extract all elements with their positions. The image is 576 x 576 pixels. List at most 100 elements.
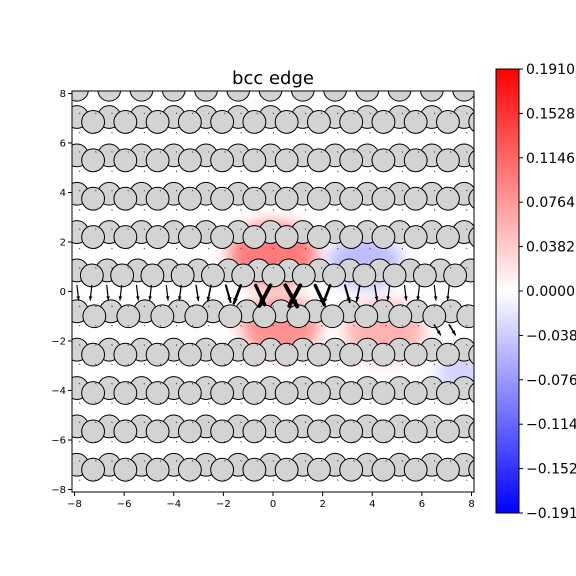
- atom: [145, 225, 170, 249]
- vector-dot: [240, 112, 242, 115]
- vector-dot: [208, 344, 210, 346]
- atom: [140, 263, 165, 288]
- vector-dot: [272, 324, 274, 327]
- vector-dot: [353, 131, 355, 134]
- vector-dot: [369, 170, 371, 173]
- vector-dot: [450, 189, 452, 192]
- vector-dot: [159, 151, 162, 153]
- vector-dot: [401, 440, 403, 443]
- vector-dot: [256, 228, 258, 231]
- atom: [307, 186, 331, 211]
- vector-dot: [417, 112, 420, 115]
- vector-dot: [417, 170, 420, 173]
- vector-dot: [288, 324, 291, 327]
- vector-dot: [288, 131, 291, 134]
- vector-dot: [321, 305, 323, 308]
- vector-dot: [143, 305, 145, 308]
- vector-dot: [385, 305, 387, 308]
- vector-dot: [304, 382, 307, 385]
- atom: [274, 381, 299, 405]
- vector-dot: [208, 112, 210, 115]
- vector-dot: [111, 112, 113, 115]
- vector-dot: [95, 189, 97, 192]
- vector-dot: [401, 247, 403, 250]
- vector-dot: [385, 363, 387, 366]
- atom: [443, 263, 468, 288]
- atom: [436, 110, 460, 134]
- vector-dot: [337, 382, 339, 385]
- vector-dot: [417, 131, 420, 134]
- atom: [81, 419, 105, 444]
- vector-dot: [127, 324, 129, 327]
- vector-dot: [417, 151, 420, 153]
- vector-dot: [191, 228, 194, 231]
- atom: [382, 263, 407, 288]
- colorbar-tick-label: 0.1910: [526, 62, 575, 78]
- vector-dot: [256, 421, 258, 424]
- vector-dot: [95, 170, 97, 173]
- vector-dot: [466, 421, 468, 424]
- vector-dot: [417, 247, 420, 250]
- vector-dot: [95, 324, 97, 327]
- vector-dot: [240, 402, 242, 404]
- atom: [113, 419, 138, 444]
- atom: [403, 186, 428, 211]
- atom: [468, 421, 474, 442]
- vector-dot: [208, 324, 210, 327]
- vector-dot: [143, 247, 145, 250]
- vector-dot: [353, 151, 355, 153]
- vector-dot: [369, 112, 371, 115]
- x-axis: −8 −6 −4 −2 0 2 4 6 8: [67, 492, 475, 510]
- displacement-arrow: [287, 283, 303, 308]
- vector-dot: [79, 479, 81, 482]
- atom: [201, 263, 225, 288]
- vector-dot: [95, 305, 97, 308]
- atom: [97, 91, 122, 102]
- colorbar: [495, 68, 520, 514]
- x-tick-label: −6: [117, 499, 132, 510]
- atom: [177, 342, 202, 367]
- vector-dot: [369, 189, 371, 192]
- y-tick-label: −2: [51, 337, 66, 348]
- colorbar-tick-label: 0.0764: [526, 195, 575, 211]
- vector-dot: [240, 382, 242, 385]
- vector-dot: [79, 344, 81, 346]
- atom: [210, 381, 235, 405]
- vector-dot: [321, 170, 323, 173]
- vector-dot: [433, 402, 436, 404]
- vector-dot: [111, 460, 113, 462]
- vector-dot: [450, 247, 452, 250]
- vector-dot: [353, 170, 355, 173]
- displacement-arrow: [195, 284, 200, 302]
- vector-dot: [466, 440, 468, 443]
- vector-dot: [159, 228, 162, 231]
- vector-dot: [385, 131, 387, 134]
- vector-dot: [433, 363, 436, 366]
- y-axis: −8 −6 −4 −2 0 2 4 6 8: [51, 89, 72, 496]
- vector-dot: [127, 189, 129, 192]
- vector-dot: [240, 440, 242, 443]
- vector-dot: [224, 440, 226, 443]
- vector-dot: [450, 170, 452, 173]
- vector-dot: [224, 131, 226, 134]
- displacement-arrow: [135, 284, 140, 301]
- vector-dot: [208, 247, 210, 250]
- vector-dot: [417, 305, 420, 308]
- atom: [145, 419, 170, 444]
- atom: [436, 148, 460, 173]
- vector-dot: [321, 402, 323, 404]
- atom: [210, 186, 235, 211]
- vector-dot: [353, 479, 355, 482]
- atom: [322, 263, 346, 288]
- vector-dot: [79, 305, 81, 308]
- atom: [274, 225, 299, 249]
- atom: [210, 419, 235, 444]
- atom: [210, 225, 235, 249]
- vector-dot: [369, 382, 371, 385]
- vector-dot: [288, 460, 291, 462]
- atom: [161, 91, 186, 102]
- atom: [422, 304, 447, 329]
- vector-dot: [304, 324, 307, 327]
- vector-dot: [224, 305, 226, 308]
- displacement-arrow: [386, 284, 391, 301]
